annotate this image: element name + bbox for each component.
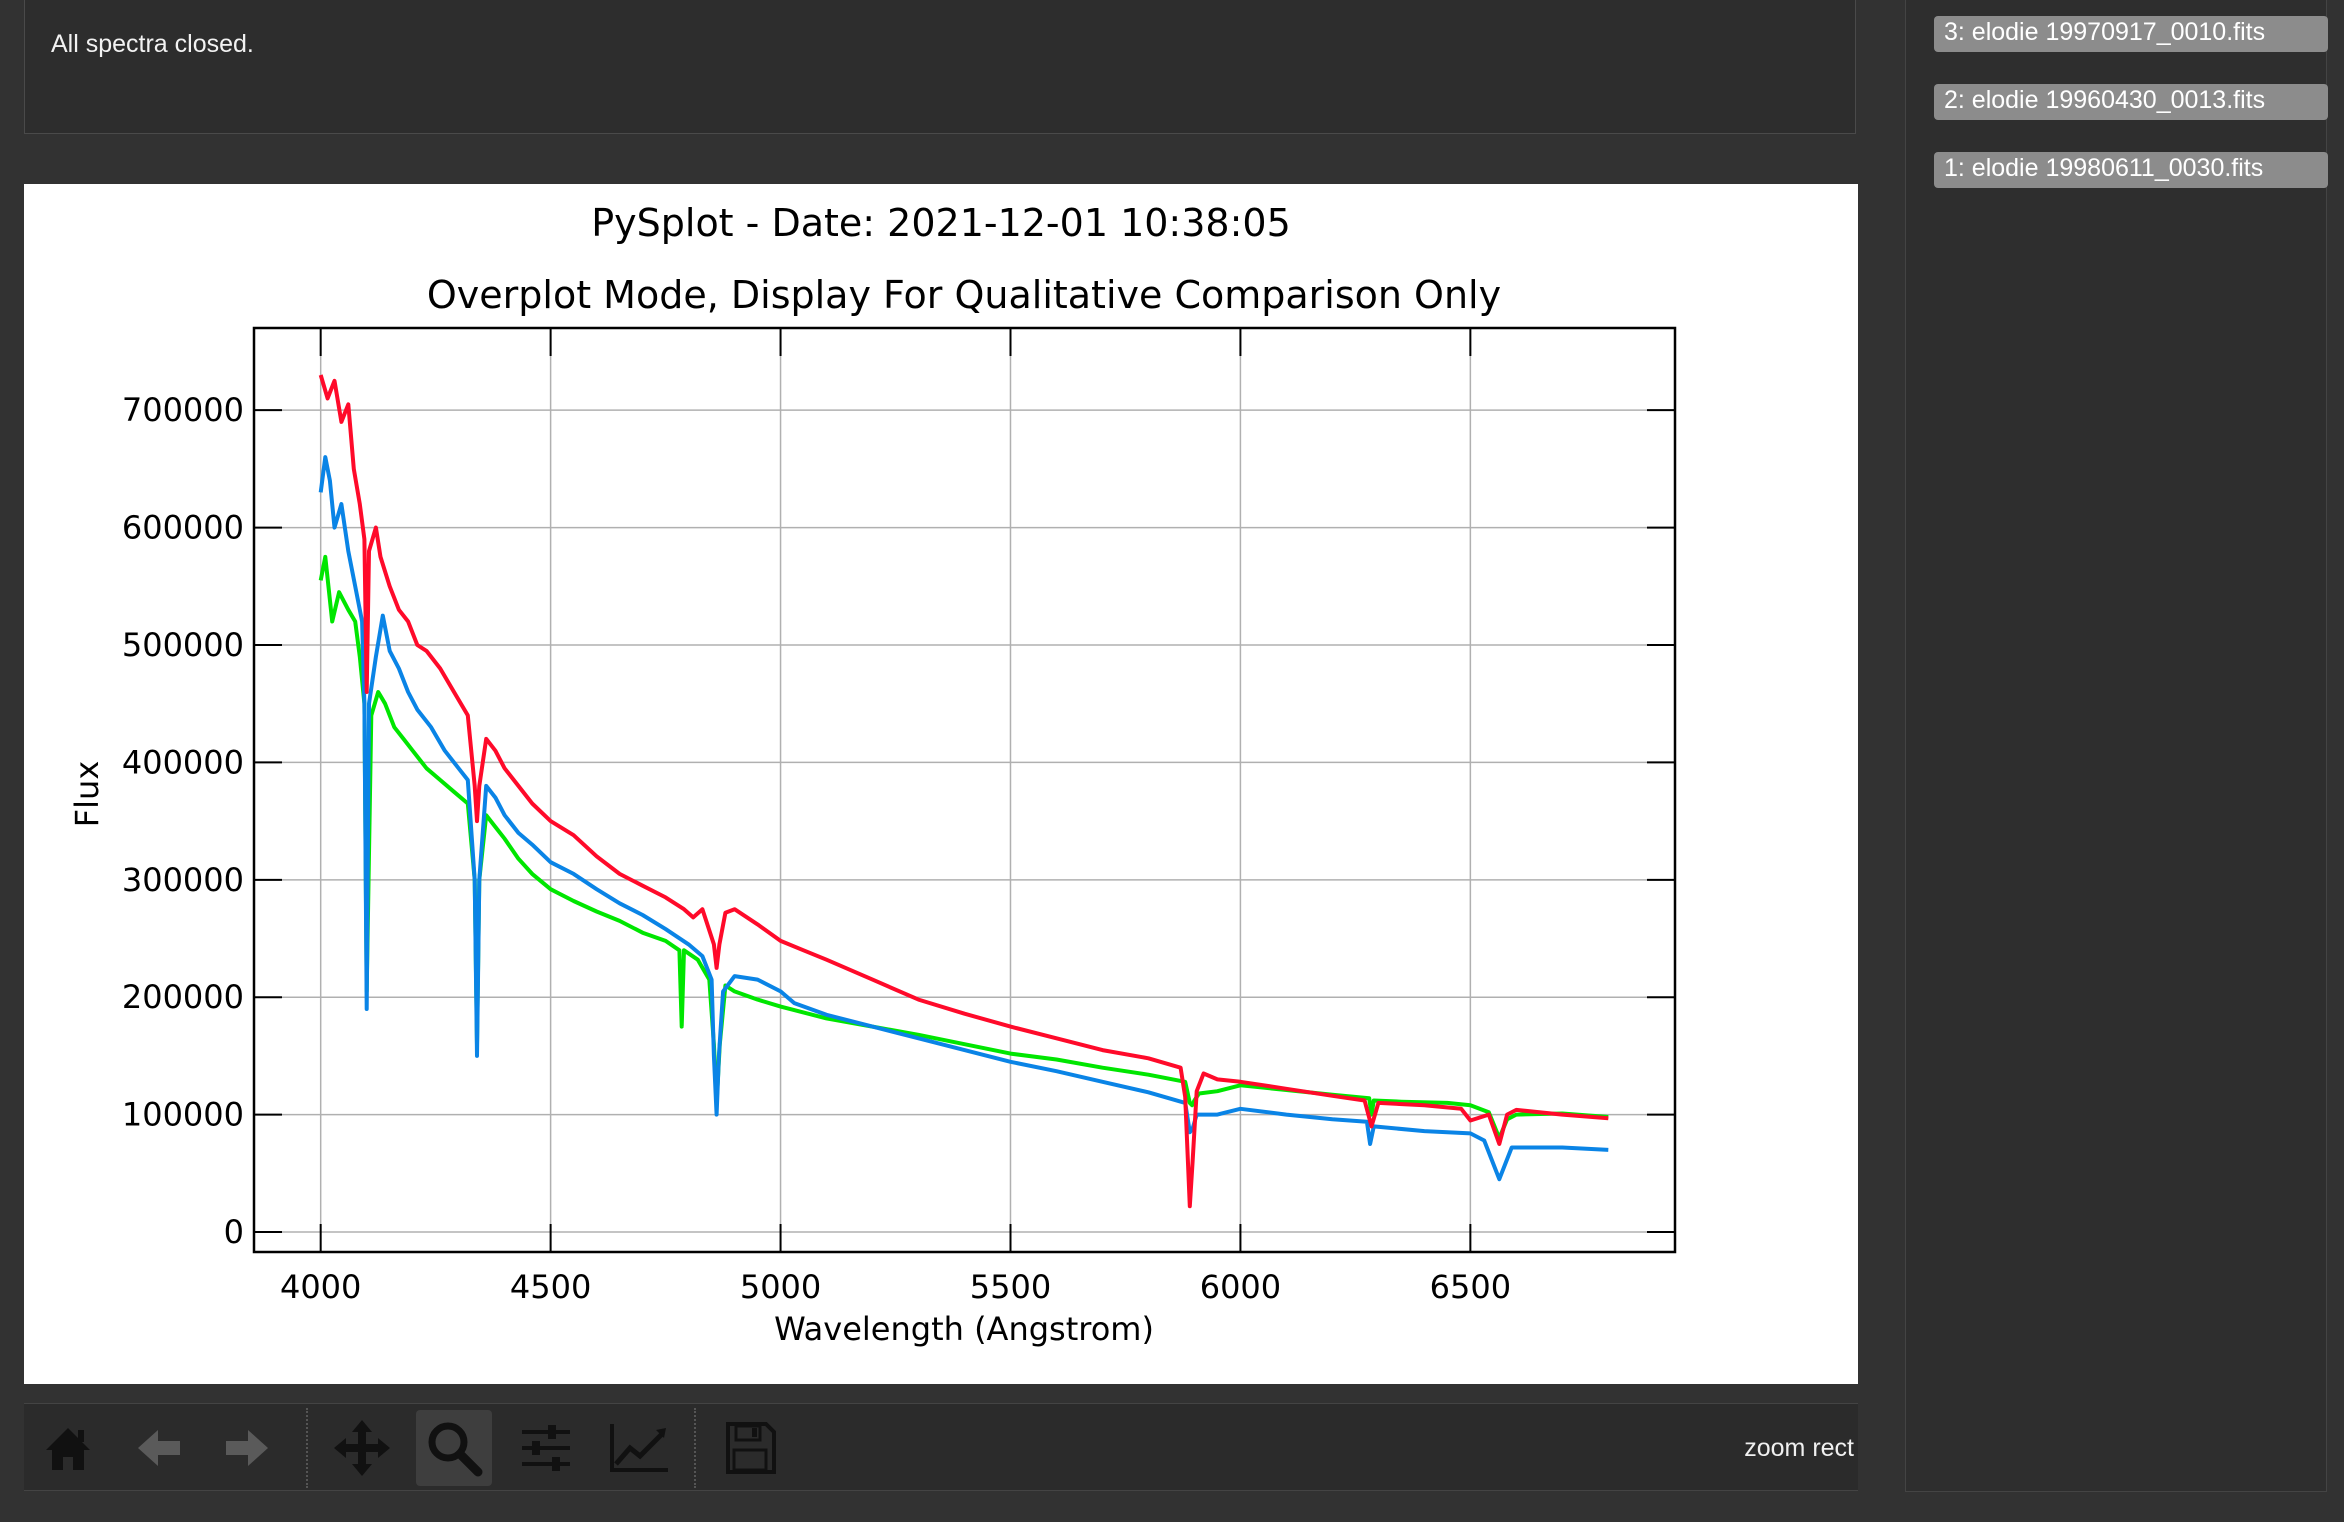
x-axis-label: Wavelength (Angstrom) [774, 1310, 1154, 1348]
x-tick-label: 4000 [280, 1268, 361, 1306]
back-button[interactable] [120, 1410, 196, 1486]
forward-button[interactable] [210, 1410, 286, 1486]
y-tick-label: 400000 [122, 743, 244, 781]
y-tick-label: 700000 [122, 391, 244, 429]
home-icon [46, 1428, 90, 1470]
axes-frame [252, 326, 1677, 1254]
subplots-config-button[interactable] [508, 1410, 584, 1486]
x-tick-label: 5500 [970, 1268, 1051, 1306]
y-tick-label: 500000 [122, 626, 244, 664]
chart-subtitle: Overplot Mode, Display For Qualitative C… [427, 273, 1501, 317]
back-arrow-icon [138, 1430, 180, 1466]
y-tick-label: 0 [224, 1213, 244, 1251]
forward-arrow-icon [226, 1430, 268, 1466]
edit-axes-icon [610, 1424, 668, 1472]
toolbar-separator [306, 1408, 308, 1488]
edit-axes-button[interactable] [600, 1410, 676, 1486]
plot-toolbar: zoom rect [24, 1403, 1858, 1491]
x-tick-label: 5000 [740, 1268, 821, 1306]
pan-icon [334, 1420, 390, 1476]
home-button[interactable] [30, 1410, 106, 1486]
subplots-config-icon [522, 1425, 570, 1471]
pan-button[interactable] [324, 1410, 400, 1486]
spectrum-item-2[interactable]: 2: elodie 19960430_0013.fits [1934, 84, 2328, 120]
y-tick-label: 300000 [122, 861, 244, 899]
toolbar-status-text: zoom rect [1744, 1434, 1854, 1462]
save-button[interactable] [712, 1410, 788, 1486]
spectrum-item-3[interactable]: 3: elodie 19970917_0010.fits [1934, 16, 2328, 52]
y-tick-label: 200000 [122, 978, 244, 1016]
spectrum-item-1[interactable]: 1: elodie 19980611_0030.fits [1934, 152, 2328, 188]
plot-canvas[interactable]: 4000 4500 5000 5500 6000 6500 0 100000 200000 300… [24, 184, 1858, 1384]
spectrum-line-3 [318, 374, 1609, 1209]
spectrum-chart[interactable]: 4000 4500 5000 5500 6000 6500 0 100000 200000 300… [24, 184, 1858, 1384]
zoom-icon [428, 1422, 483, 1477]
x-tick-label: 6500 [1430, 1268, 1511, 1306]
zoom-button[interactable] [416, 1410, 492, 1486]
y-tick-label: 100000 [122, 1096, 244, 1134]
spectra-list-panel: 3: elodie 19970917_0010.fits 2: elodie 1… [1905, 0, 2328, 1492]
toolbar-separator [694, 1408, 696, 1488]
y-axis-label: Flux [68, 761, 106, 828]
y-tick-label: 600000 [122, 509, 244, 547]
console-message: All spectra closed. [51, 30, 254, 58]
console-panel: All spectra closed. [24, 0, 1856, 134]
x-tick-label: 6000 [1200, 1268, 1281, 1306]
save-icon [726, 1422, 776, 1474]
chart-title: PySplot - Date: 2021-12-01 10:38:05 [591, 201, 1291, 245]
spectrum-line-2 [318, 455, 1609, 1182]
x-tick-label: 4500 [510, 1268, 591, 1306]
